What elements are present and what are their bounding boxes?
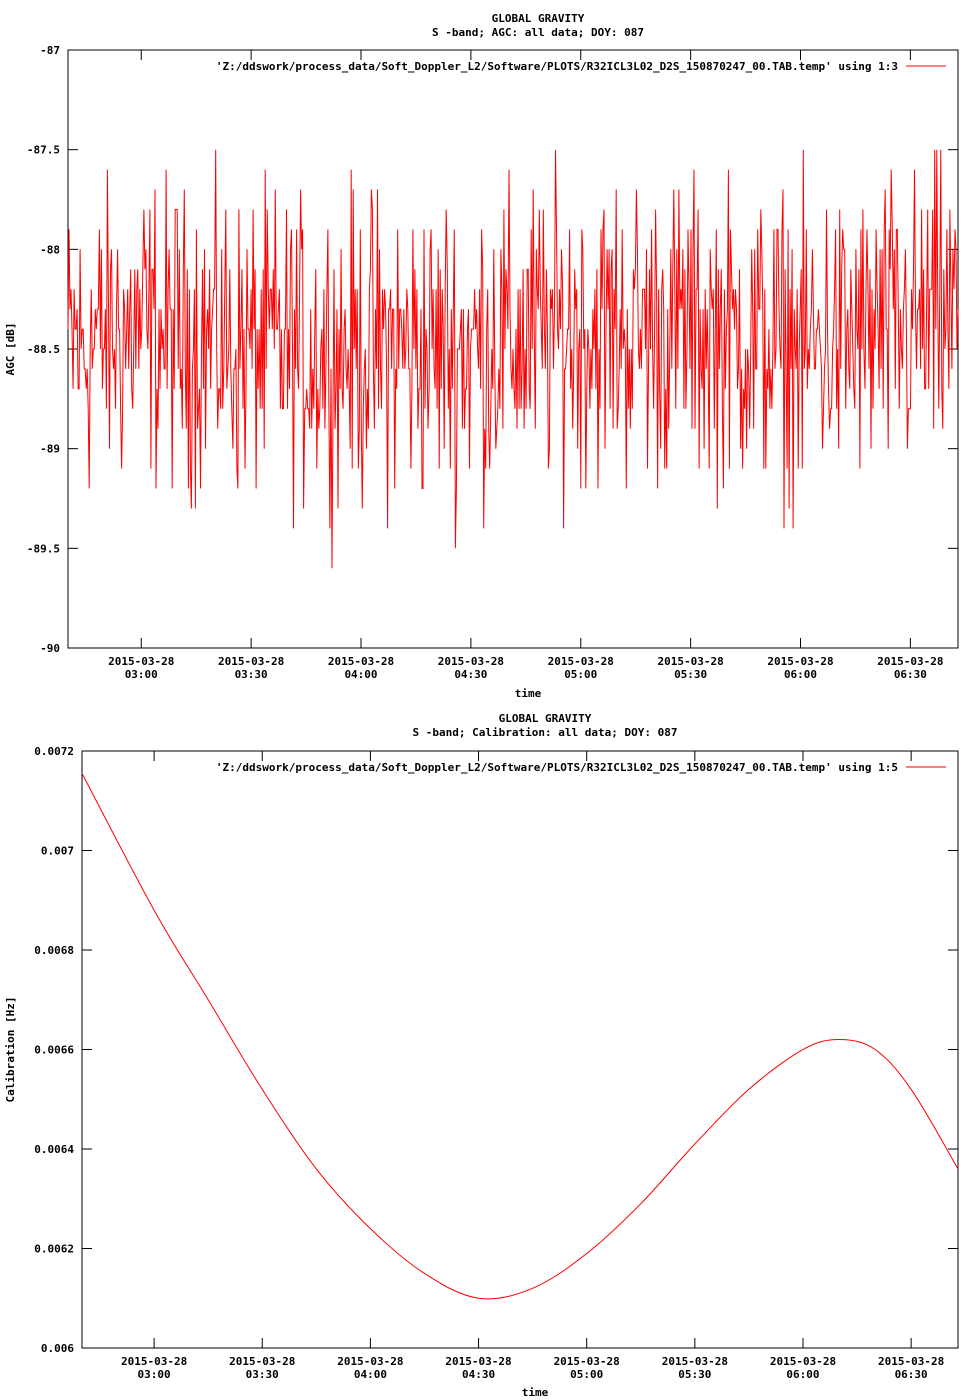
x-tick-time: 04:30 bbox=[454, 668, 487, 681]
x-axis-label-1: time bbox=[515, 687, 542, 700]
legend-entry-2: 'Z:/ddswork/process_data/Soft_Doppler_L2… bbox=[216, 761, 898, 774]
x-tick-date: 2015-03-28 bbox=[445, 1355, 511, 1368]
y-tick-label: -87 bbox=[40, 44, 60, 57]
x-tick-date: 2015-03-28 bbox=[337, 1355, 403, 1368]
y-tick-label: 0.0068 bbox=[34, 944, 74, 957]
y-tick-label: 0.0072 bbox=[34, 745, 74, 758]
y-tick-label: -87.5 bbox=[27, 144, 60, 157]
x-tick-time: 05:30 bbox=[674, 668, 707, 681]
y-tick-label: -89 bbox=[40, 443, 60, 456]
y-tick-label: -88 bbox=[40, 243, 60, 256]
x-tick-time: 06:30 bbox=[895, 1368, 928, 1381]
x-tick-time: 06:30 bbox=[894, 668, 927, 681]
series-line-1 bbox=[67, 149, 959, 569]
chart-title-1: GLOBAL GRAVITY bbox=[492, 12, 585, 25]
y-tick-label: 0.0064 bbox=[34, 1143, 74, 1156]
x-tick-date: 2015-03-28 bbox=[121, 1355, 187, 1368]
y-tick-label: -88.5 bbox=[27, 343, 60, 356]
x-tick-time: 03:30 bbox=[246, 1368, 279, 1381]
y-tick-label: 0.0062 bbox=[34, 1243, 74, 1256]
x-tick-time: 05:30 bbox=[678, 1368, 711, 1381]
chart-subtitle-1: S -band; AGC: all data; DOY: 087 bbox=[432, 26, 644, 39]
x-tick-time: 04:00 bbox=[354, 1368, 387, 1381]
x-tick-date: 2015-03-28 bbox=[229, 1355, 295, 1368]
x-tick-date: 2015-03-28 bbox=[548, 655, 614, 668]
chart-subtitle-2: S -band; Calibration: all data; DOY: 087 bbox=[413, 726, 678, 739]
y-tick-label: 0.0066 bbox=[34, 1044, 74, 1057]
x-tick-date: 2015-03-28 bbox=[877, 655, 943, 668]
x-tick-time: 03:00 bbox=[138, 1368, 171, 1381]
chart-title-2: GLOBAL GRAVITY bbox=[499, 712, 592, 725]
x-tick-date: 2015-03-28 bbox=[108, 655, 174, 668]
y-tick-label: 0.007 bbox=[41, 845, 74, 858]
x-tick-date: 2015-03-28 bbox=[770, 1355, 836, 1368]
y-tick-label: -89.5 bbox=[27, 542, 60, 555]
y-tick-label: -90 bbox=[40, 642, 60, 655]
plot-frame-2 bbox=[81, 750, 959, 1349]
x-tick-date: 2015-03-28 bbox=[878, 1355, 944, 1368]
y-axis-label-1: AGC [dB] bbox=[4, 323, 17, 376]
x-tick-time: 05:00 bbox=[570, 1368, 603, 1381]
x-tick-time: 03:00 bbox=[125, 668, 158, 681]
x-tick-time: 03:30 bbox=[235, 668, 268, 681]
y-axis-label-2: Calibration [Hz] bbox=[4, 997, 17, 1103]
x-tick-date: 2015-03-28 bbox=[767, 655, 833, 668]
x-axis-label-2: time bbox=[522, 1386, 549, 1399]
x-tick-date: 2015-03-28 bbox=[554, 1355, 620, 1368]
x-tick-time: 04:30 bbox=[462, 1368, 495, 1381]
x-tick-time: 06:00 bbox=[786, 1368, 819, 1381]
x-tick-time: 06:00 bbox=[784, 668, 817, 681]
x-tick-time: 05:00 bbox=[564, 668, 597, 681]
x-tick-date: 2015-03-28 bbox=[328, 655, 394, 668]
x-tick-time: 04:00 bbox=[344, 668, 377, 681]
legend-entry-1: 'Z:/ddswork/process_data/Soft_Doppler_L2… bbox=[216, 60, 898, 73]
x-tick-date: 2015-03-28 bbox=[658, 655, 724, 668]
x-tick-date: 2015-03-28 bbox=[438, 655, 504, 668]
x-tick-date: 2015-03-28 bbox=[662, 1355, 728, 1368]
series-line-2 bbox=[81, 773, 959, 1300]
x-tick-date: 2015-03-28 bbox=[218, 655, 284, 668]
y-tick-label: 0.006 bbox=[41, 1342, 74, 1355]
